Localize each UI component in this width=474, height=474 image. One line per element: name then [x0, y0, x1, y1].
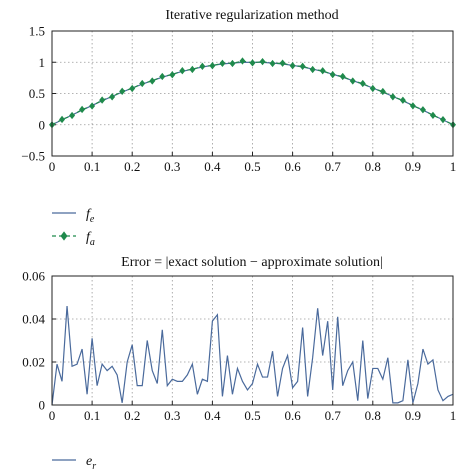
y-tick-label: 0 — [39, 117, 46, 132]
x-tick-label: 0.6 — [284, 408, 301, 423]
data-point-fa — [429, 111, 436, 120]
series-line-er — [51, 306, 454, 406]
data-point-fa — [419, 106, 426, 114]
data-point-fa — [349, 77, 356, 85]
data-point-fa — [359, 79, 366, 88]
legend-item-fa: fa — [52, 230, 95, 248]
y-tick-label: 1 — [39, 55, 46, 70]
data-point-fa — [189, 65, 196, 74]
plot-frame — [51, 275, 454, 406]
data-point-fa — [89, 102, 96, 110]
series-layer — [49, 57, 456, 129]
data-point-fa — [99, 96, 106, 104]
y-tick-label: 0.06 — [22, 269, 45, 284]
legend-top: fe fa — [52, 207, 95, 248]
y-tick-label: −0.5 — [21, 149, 45, 164]
x-tick-label: 0.7 — [325, 159, 342, 174]
x-tick-label: 0.2 — [124, 159, 140, 174]
x-tick-label: 0.9 — [405, 408, 421, 423]
grid — [51, 275, 454, 406]
data-point-fa — [59, 115, 66, 124]
y-tick-label: 1.5 — [29, 24, 45, 39]
data-point-fa — [239, 57, 246, 65]
data-point-fa — [399, 96, 406, 104]
x-tick-label: 1 — [450, 408, 457, 423]
data-point-fa — [129, 84, 136, 93]
legend-label-fa: fa — [86, 230, 95, 248]
x-tick-label: 0.3 — [164, 159, 180, 174]
x-tick-label: 0.9 — [405, 159, 421, 174]
data-point-fa — [389, 93, 396, 101]
chart-error: Error = |exact solution − approximate so… — [22, 255, 456, 423]
y-tick-labels: 0 0.02 0.04 0.06 — [22, 269, 45, 413]
x-tick-label: 0.5 — [244, 408, 260, 423]
data-point-fa — [209, 62, 216, 70]
data-point-fa — [369, 84, 376, 93]
data-point-fa — [379, 87, 386, 96]
x-tick-label: 0 — [49, 159, 56, 174]
data-point-fa — [289, 62, 296, 70]
x-tick-label: 0.3 — [164, 408, 180, 423]
x-tick-label: 0.4 — [204, 408, 221, 423]
legend-item-fe: fe — [52, 207, 95, 225]
data-point-fa — [409, 102, 416, 110]
data-point-fa — [269, 59, 276, 68]
x-tick-label: 0.2 — [124, 408, 140, 423]
legend-label-fe: fe — [86, 207, 95, 225]
data-point-fa — [319, 67, 326, 75]
x-tick-label: 0.1 — [84, 159, 100, 174]
y-tick-label: 0.5 — [29, 86, 45, 101]
x-tick-labels: 0 0.1 0.2 0.3 0.4 0.5 0.6 0.7 0.8 0.9 1 — [49, 408, 457, 423]
x-tick-label: 0.5 — [244, 159, 260, 174]
legend-bottom: er — [52, 454, 96, 472]
chart-title: Iterative regularization method — [165, 8, 338, 23]
y-tick-labels: −0.5 0 0.5 1 1.5 — [21, 24, 45, 164]
y-tick-label: 0.04 — [22, 312, 45, 327]
data-point-fa — [179, 67, 186, 75]
x-tick-labels: 0 0.1 0.2 0.3 0.4 0.5 0.6 0.7 0.8 0.9 1 — [49, 159, 457, 174]
x-tick-label: 0.6 — [284, 159, 301, 174]
data-point-fa — [309, 65, 316, 74]
x-tick-label: 0.8 — [365, 159, 381, 174]
x-tick-label: 0 — [49, 408, 56, 423]
x-tick-label: 0.7 — [325, 408, 342, 423]
data-point-fa — [149, 77, 156, 85]
x-tick-label: 0.1 — [84, 408, 100, 423]
data-point-fa — [159, 72, 166, 81]
x-tick-label: 1 — [450, 159, 457, 174]
y-tick-label: 0.02 — [22, 355, 45, 370]
data-point-fa — [69, 111, 76, 120]
data-point-fa — [169, 71, 176, 79]
chart-title: Error = |exact solution − approximate so… — [121, 255, 383, 270]
data-point-fa — [229, 59, 236, 68]
legend-label-er: er — [86, 454, 96, 472]
data-point-fa — [249, 59, 256, 67]
series-layer — [51, 306, 454, 406]
x-tick-label: 0.8 — [365, 408, 381, 423]
legend-marker-fa — [60, 231, 68, 241]
data-point-fa — [279, 59, 286, 67]
data-point-fa — [219, 59, 226, 67]
x-tick-label: 0.4 — [204, 159, 221, 174]
plot-frame — [51, 30, 454, 157]
legend-item-er: er — [52, 454, 96, 472]
data-point-fa — [259, 57, 266, 66]
data-point-fa — [139, 79, 146, 88]
data-point-fa — [109, 93, 116, 101]
chart-iterative-regularization: Iterative regularization method 0 0.1 0.2 0… — [21, 8, 456, 174]
data-point-fa — [299, 62, 306, 70]
data-point-fa — [439, 115, 446, 124]
y-tick-label: 0 — [39, 398, 46, 413]
data-point-fa — [119, 87, 126, 95]
data-point-fa — [329, 70, 336, 79]
data-point-fa — [79, 105, 86, 114]
data-point-fa — [199, 62, 206, 70]
data-point-fa — [339, 72, 346, 81]
